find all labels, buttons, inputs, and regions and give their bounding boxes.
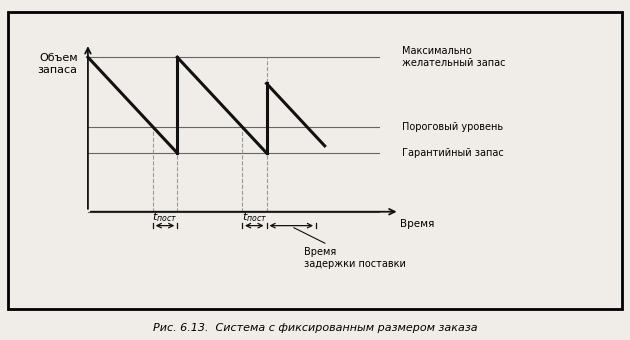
Text: Гарантийный запас: Гарантийный запас bbox=[401, 148, 503, 158]
Text: Рис. 6.13.  Система с фиксированным размером заказа: Рис. 6.13. Система с фиксированным разме… bbox=[152, 323, 478, 333]
Text: $t_{пост}$: $t_{пост}$ bbox=[242, 210, 267, 224]
Text: Время
задержки поставки: Время задержки поставки bbox=[294, 228, 406, 269]
Text: Максимально
желательный запас: Максимально желательный запас bbox=[401, 46, 505, 68]
Text: Объем
запаса: Объем запаса bbox=[38, 53, 77, 75]
Text: $t_{пост}$: $t_{пост}$ bbox=[152, 210, 178, 224]
Text: Время: Время bbox=[400, 219, 435, 229]
Text: Пороговый уровень: Пороговый уровень bbox=[401, 122, 503, 132]
